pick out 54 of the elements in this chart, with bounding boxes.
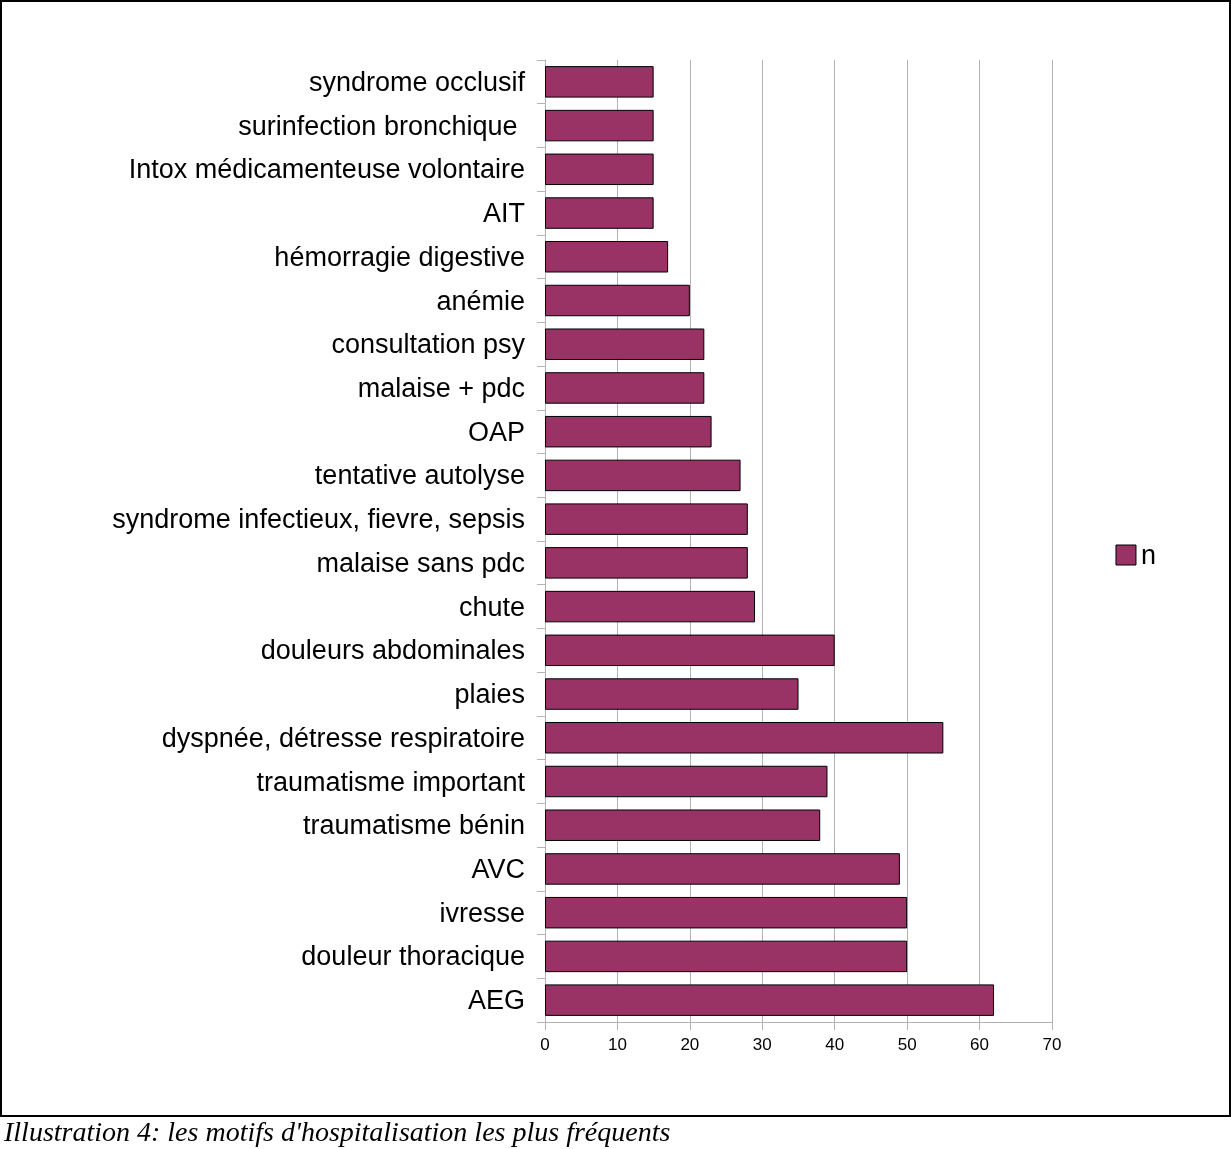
bar [545,415,712,448]
bar [545,459,741,492]
bar [545,678,799,710]
x-tick-label: 20 [680,1035,700,1054]
bar [545,153,654,186]
bar [545,241,669,273]
x-tick-label: 40 [825,1035,845,1054]
bar [545,372,705,404]
y-tick-label: syndrome infectieux, fievre, sepsis [112,504,525,535]
y-tick-label: plaies [454,679,525,710]
bar [545,634,835,667]
y-tick-label: malaise + pdc [357,372,525,403]
y-tick-label: douleurs abdominales [260,635,525,666]
x-tick-label: 60 [970,1035,990,1054]
y-tick-label: dyspnée, détresse respiratoire [161,722,525,753]
y-tick-label: hémorragie digestive [274,241,525,272]
y-tick-label: AVC [471,853,525,884]
bar [545,722,944,754]
bar [545,66,654,98]
y-tick-label: surinfection bronchique [238,110,525,141]
y-tick-label: consultation psy [331,329,526,360]
legend-label: n [1140,540,1157,570]
y-tick-label: AIT [482,198,525,229]
x-tick-label: 0 [540,1035,550,1054]
bar [545,896,908,929]
x-tick-label: 30 [752,1035,772,1054]
x-tick-label: 70 [1042,1035,1062,1054]
y-tick-label: OAP [467,416,525,447]
x-tick-label: 50 [897,1035,917,1054]
bar [545,503,748,535]
bar [545,284,690,317]
y-tick-label: AEG [467,985,525,1016]
y-tick-label: traumatisme important [256,766,526,797]
x-tick-label: 10 [607,1035,627,1054]
text: Illustration 4: les motifs d'hospitalisation les plus fréquents [4,1116,671,1148]
bar [545,809,821,841]
bar [545,984,995,1016]
y-tick-label: anémie [436,285,525,316]
bar [545,109,654,142]
bar [545,765,828,798]
y-tick-label: douleur thoracique [301,941,525,972]
bar [545,547,748,579]
y-tick-label: traumatisme bénin [302,810,525,841]
y-tick-label: tentative autolyse [314,460,525,491]
bar [545,197,654,229]
bar [545,940,908,973]
bar [545,590,756,623]
y-tick-label: malaise sans pdc [316,547,525,578]
y-tick-label: ivresse [439,897,525,928]
bar [545,328,705,360]
y-tick-label: syndrome occlusif [308,66,526,97]
y-tick-label: chute [458,591,525,622]
y-tick-label: Intox médicamenteuse volontaire [128,154,525,185]
bar [545,853,900,885]
